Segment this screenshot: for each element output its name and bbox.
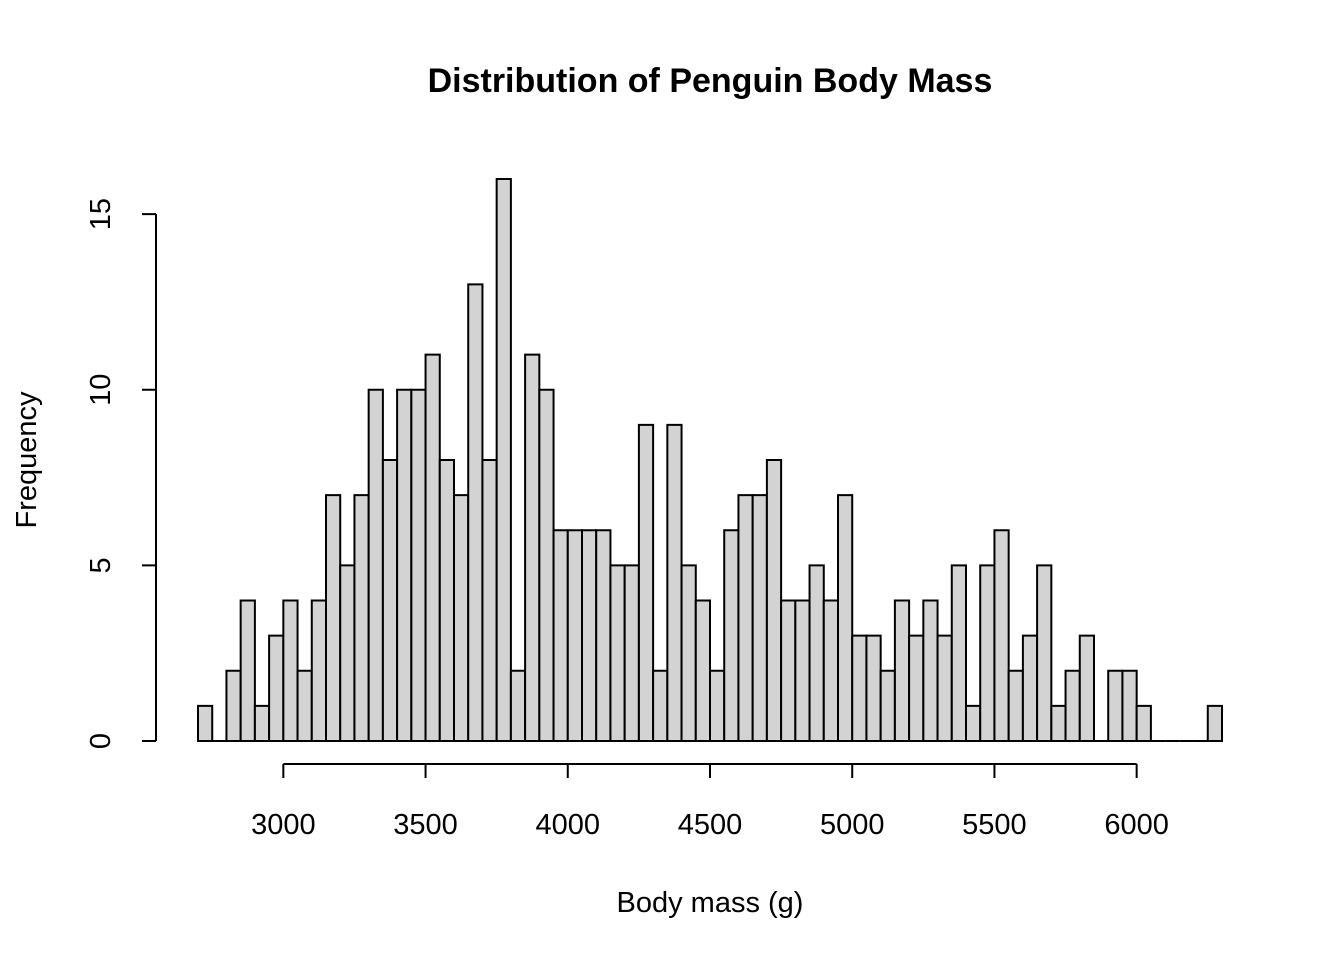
x-tick-label: 5000: [820, 809, 885, 841]
histogram-bar: [794, 599, 811, 742]
histogram-bar: [609, 564, 626, 742]
histogram-bar: [1121, 669, 1138, 742]
histogram-bar: [552, 529, 569, 742]
y-tick-label: 15: [85, 198, 117, 230]
histogram-bar: [325, 494, 342, 742]
histogram-bar: [410, 388, 427, 742]
histogram-bar: [1036, 564, 1053, 742]
y-tick-label: 5: [85, 557, 117, 573]
histogram-bar: [524, 353, 541, 742]
histogram-bar: [339, 564, 356, 742]
histogram-bar: [666, 423, 683, 742]
x-tick-label: 3000: [251, 809, 316, 841]
x-tick-label: 4500: [678, 809, 743, 841]
histogram-bar: [837, 494, 854, 742]
histogram-bar: [709, 669, 726, 742]
x-axis: 3000 3500 4000 4500 5000 5500 6000: [251, 763, 1169, 841]
histogram-bar: [1064, 669, 1081, 742]
histogram-bar: [424, 353, 441, 742]
histogram-bar: [993, 529, 1010, 742]
histogram-bar: [851, 634, 868, 742]
histogram-bar: [1021, 634, 1039, 742]
histogram-bar: [296, 669, 313, 742]
histogram-bar: [808, 564, 825, 742]
histogram-bar: [822, 599, 839, 742]
histogram-bar: [253, 704, 271, 742]
histogram-bar: [652, 669, 669, 742]
x-tick-label: 6000: [1104, 809, 1169, 841]
histogram-bar: [481, 459, 498, 742]
chart-title: Distribution of Penguin Body Mass: [428, 62, 993, 100]
histogram-bar: [495, 178, 512, 742]
histogram-bar: [197, 704, 214, 742]
x-tick-label: 4000: [536, 809, 601, 841]
histogram-bar: [780, 599, 797, 742]
histogram-bar: [225, 669, 242, 742]
histogram-bar: [979, 564, 996, 742]
y-axis-label: Frequency: [11, 391, 43, 529]
histogram-bar: [694, 599, 711, 742]
histogram-bar: [680, 564, 697, 742]
histogram-bar: [922, 599, 939, 742]
histogram-bar: [310, 599, 327, 742]
histogram-bar: [367, 388, 384, 742]
histogram-bar: [595, 529, 612, 742]
histogram-bar: [1135, 704, 1152, 742]
histogram-bar: [865, 634, 882, 742]
histogram-bar: [282, 599, 299, 742]
histogram-bar: [453, 494, 470, 742]
histogram-bar: [1107, 669, 1124, 742]
histogram-bar: [566, 529, 583, 742]
histogram-bar: [509, 669, 527, 742]
histogram-bar: [879, 669, 896, 742]
x-tick-label: 3500: [393, 809, 458, 841]
histogram-bar: [538, 388, 555, 742]
histogram-bar: [438, 459, 455, 742]
histogram-bar: [623, 564, 640, 742]
histogram-bar: [1078, 634, 1096, 742]
histogram-bar: [950, 564, 967, 742]
x-axis-label: Body mass (g): [617, 887, 804, 919]
x-tick-label: 5500: [962, 809, 1027, 841]
histogram-bar: [396, 388, 413, 742]
bars-group: [197, 178, 1224, 742]
histogram-bar: [723, 529, 740, 742]
y-tick-label: 0: [85, 733, 117, 749]
y-axis: 0 5 10 15: [85, 198, 157, 749]
histogram-bar: [1206, 704, 1224, 742]
histogram-bar: [965, 704, 982, 742]
histogram-bar: [936, 634, 953, 742]
histogram-bar: [239, 599, 256, 742]
histogram-bar: [381, 459, 399, 742]
histogram-bar: [467, 283, 484, 742]
y-tick-label: 10: [85, 374, 117, 406]
histogram-bar: [751, 494, 768, 742]
histogram-bar: [908, 634, 925, 742]
histogram-bar: [268, 634, 285, 742]
histogram-bar: [1007, 669, 1024, 742]
histogram-bar: [893, 599, 911, 742]
histogram-bar: [765, 459, 783, 742]
histogram-bar: [637, 423, 655, 742]
histogram-bar: [1050, 704, 1067, 742]
histogram-bar: [353, 494, 370, 742]
histogram-bar: [737, 494, 754, 742]
histogram-bar: [581, 529, 598, 742]
